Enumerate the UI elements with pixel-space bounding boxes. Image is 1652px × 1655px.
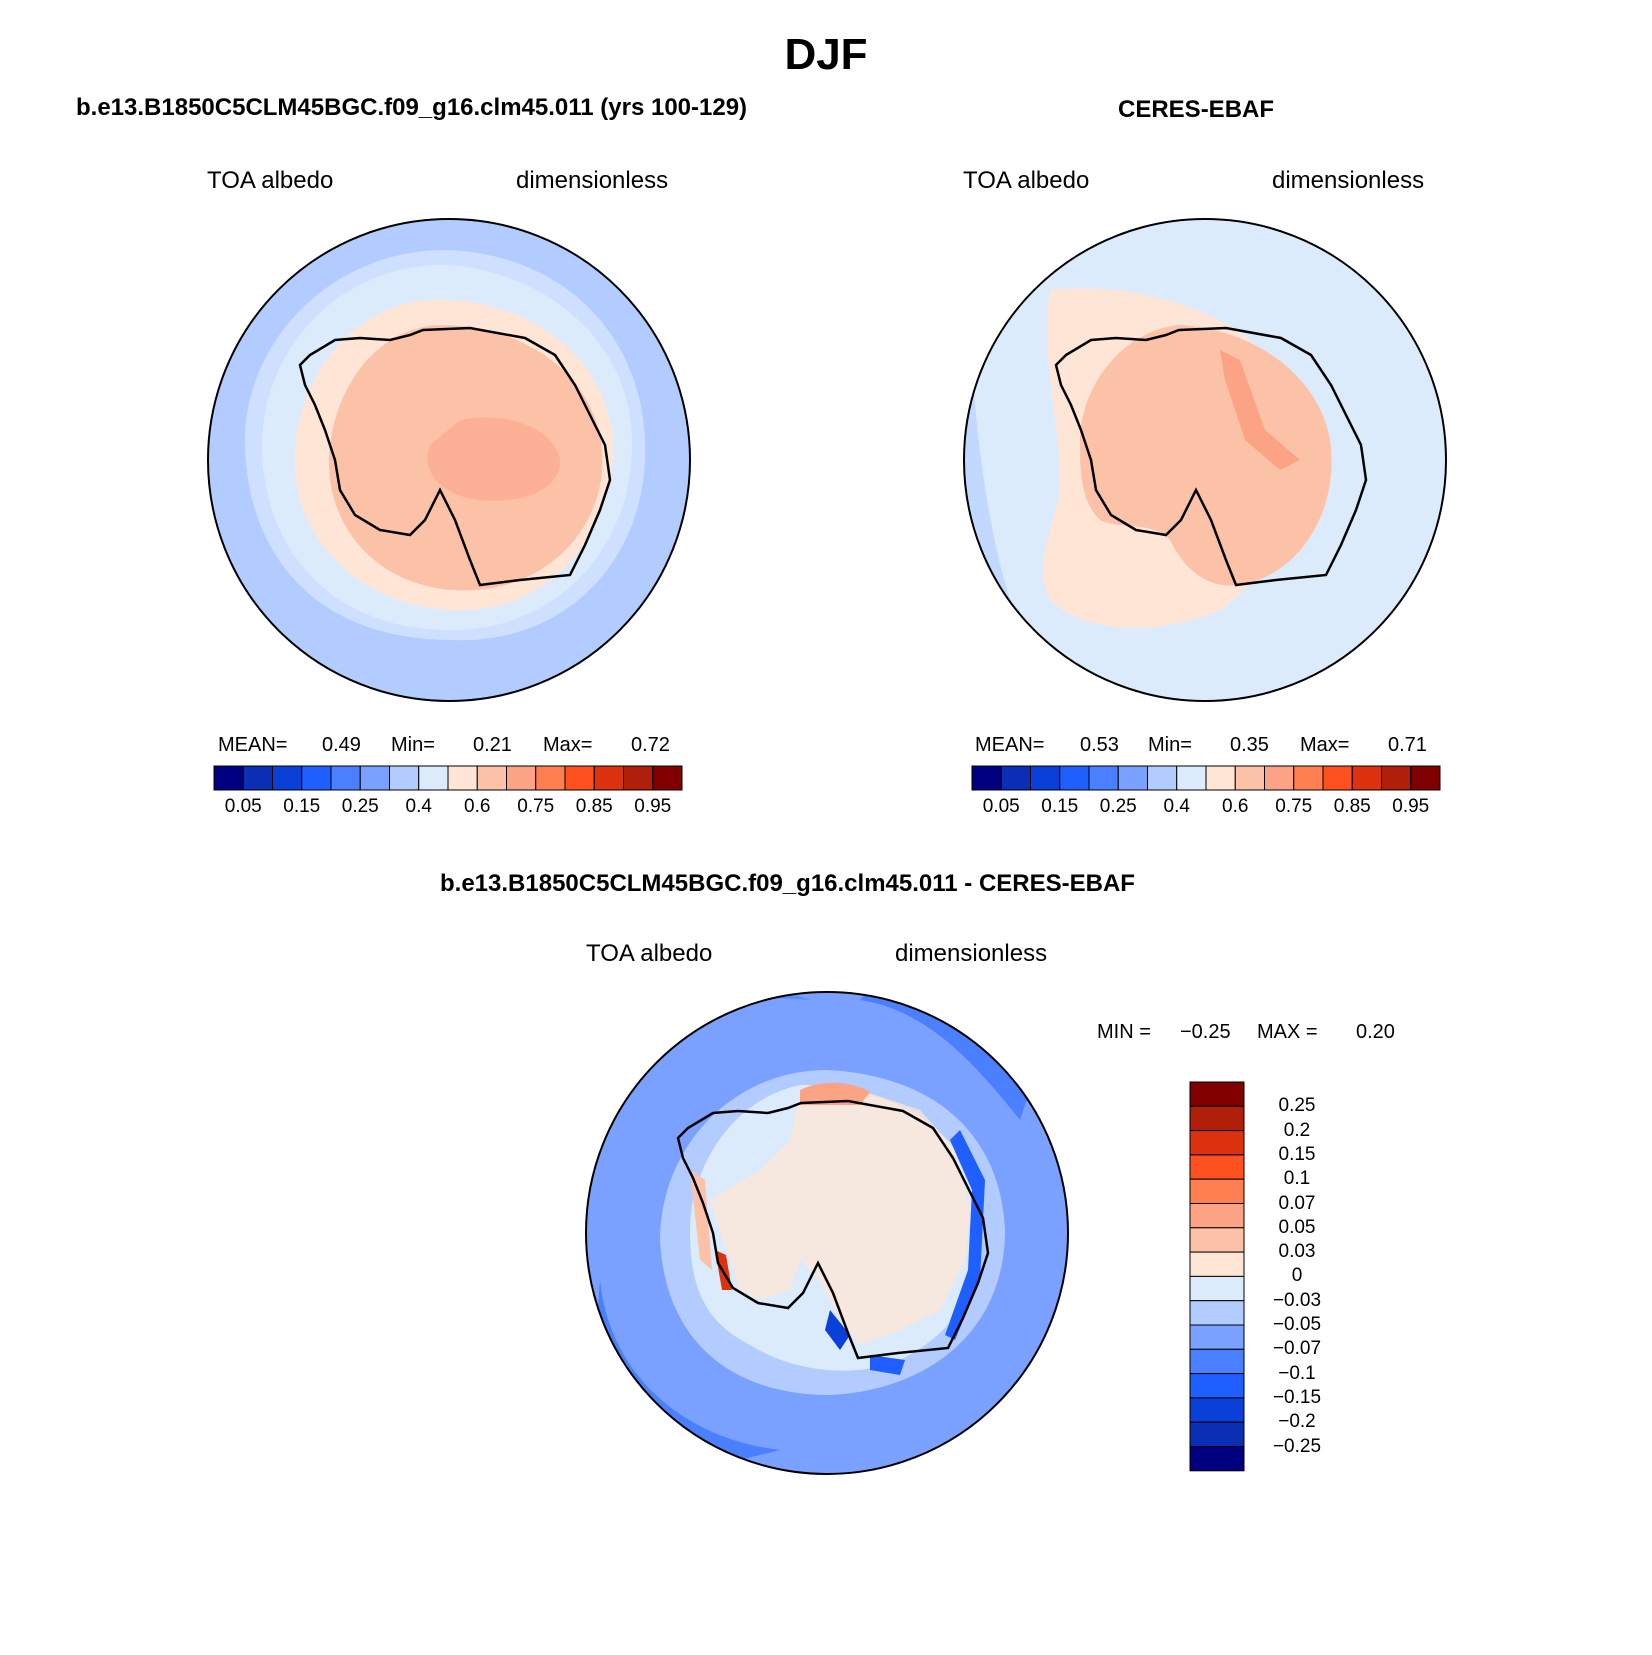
panel1-colorbar-box <box>272 765 303 791</box>
panel1-colorbar-box <box>535 765 566 791</box>
panel2-mean-value: 0.53 <box>1080 734 1119 756</box>
panel1-colorbar-tick-label: 0.6 <box>464 796 491 817</box>
panel2-colorbar-tick-label: 0.25 <box>1099 796 1137 817</box>
panel1-colorbar-box <box>506 765 537 791</box>
panel3-colorbar-box <box>1189 1397 1245 1423</box>
panel3-colorbar-tick-label: 0.2 <box>1283 1119 1311 1141</box>
panel1-colorbar-tick-label: 0.4 <box>405 796 432 817</box>
panel3-colorbar-box <box>1189 1251 1245 1277</box>
panel1-colorbar-tick-label: 0.75 <box>517 796 555 817</box>
panel3-colorbar-box <box>1189 1081 1245 1107</box>
panel3-colorbar-box <box>1189 1130 1245 1156</box>
panel1-title: b.e13.B1850C5CLM45BGC.f09_g16.clm45.011 … <box>76 94 748 121</box>
panel3-colorbar-box <box>1189 1421 1245 1447</box>
panel2-min-label: Min= <box>1148 734 1192 756</box>
panel1-max-value: 0.72 <box>631 734 670 756</box>
panel3-colorbar-tick-label: 0.03 <box>1278 1241 1316 1263</box>
panel3-colorbar-tick-label: −0.03 <box>1272 1289 1322 1311</box>
panel3-colorbar-box <box>1189 1178 1245 1204</box>
panel2-colorbar-box <box>1381 765 1412 791</box>
panel3-colorbar-tick-label: 0.1 <box>1283 1168 1311 1190</box>
panel3-colorbar-box <box>1189 1105 1245 1132</box>
panel3-colorbar-tick-label: −0.1 <box>1278 1362 1316 1384</box>
panel2-max-value: 0.71 <box>1388 734 1427 756</box>
panel2-colorbar-box <box>1000 765 1031 791</box>
panel1-colorbar-tick-label: 0.95 <box>634 796 672 817</box>
panel2-colorbar-box <box>1351 765 1382 791</box>
panel3-colorbar-box <box>1189 1275 1245 1302</box>
panel3-min-label: MIN = <box>1097 1021 1151 1043</box>
panel1-colorbar-box <box>593 765 624 791</box>
panel1-colorbar-tick-label: 0.05 <box>224 796 262 817</box>
panel3-colorbar-box <box>1189 1300 1245 1326</box>
panel3-colorbar-tick-label: 0.15 <box>1278 1143 1316 1165</box>
panel3-colorbar-box <box>1189 1227 1245 1253</box>
panel1-colorbar-box <box>623 765 654 791</box>
panel1-var-label: TOA albedo <box>207 167 334 194</box>
panel3-min-value: −0.25 <box>1180 1021 1231 1043</box>
panel3-var-label: TOA albedo <box>586 940 713 967</box>
panel1-colorbar-tick-label: 0.85 <box>575 796 613 817</box>
panel2-colorbar-tick-label: 0.95 <box>1392 796 1430 817</box>
panel1-colorbar-tick-label: 0.25 <box>341 796 379 817</box>
panel3-colorbar-tick-label: −0.2 <box>1278 1411 1316 1433</box>
panel2-colorbar-tick-label: 0.75 <box>1275 796 1313 817</box>
panel1-colorbar-box <box>330 765 361 791</box>
panel3-max-value: 0.20 <box>1356 1021 1395 1043</box>
panel3-max-label: MAX = <box>1257 1021 1318 1043</box>
panel2-colorbar-box <box>1176 765 1207 791</box>
panel3-colorbar-tick-label: 0.07 <box>1278 1192 1316 1214</box>
panel2-colorbar-tick-label: 0.4 <box>1163 796 1190 817</box>
panel1-colorbar-box <box>652 765 683 791</box>
panel3-colorbar-box <box>1189 1324 1245 1350</box>
panel3-colorbar-tick-label: 0.05 <box>1278 1216 1316 1238</box>
panel2-colorbar-box <box>1322 765 1353 791</box>
panel2-mean-label: MEAN= <box>975 734 1045 756</box>
panel3-colorbar-box <box>1189 1373 1245 1399</box>
panel2-units-label: dimensionless <box>1272 167 1425 194</box>
panel2-colorbar-tick-label: 0.15 <box>1041 796 1079 817</box>
panel2-colorbar-box <box>1147 765 1178 791</box>
panel2-colorbar-tick-label: 0.6 <box>1222 796 1249 817</box>
panel3-colorbar-box <box>1189 1446 1245 1472</box>
panel1-mean-label: MEAN= <box>218 734 288 756</box>
panel1-mean-value: 0.49 <box>322 734 361 756</box>
panel2-colorbar-box <box>1117 765 1148 791</box>
panel2-colorbar-box <box>1205 765 1236 791</box>
panel2-title: CERES-EBAF <box>1118 96 1275 123</box>
panel3-colorbar-tick-label: 0 <box>1291 1265 1303 1287</box>
figure-title: DJF <box>784 30 868 79</box>
panel2-colorbar-box <box>1410 765 1441 791</box>
panel1-min-value: 0.21 <box>473 734 512 756</box>
panel2-colorbar-tick-label: 0.05 <box>982 796 1020 817</box>
panel2-colorbar-tick-label: 0.85 <box>1333 796 1371 817</box>
panel1-colorbar-box <box>301 765 332 791</box>
panel3-colorbar-box <box>1189 1348 1245 1375</box>
panel3-units-label: dimensionless <box>895 940 1048 967</box>
panel3-colorbar-box <box>1189 1203 1245 1229</box>
panel3-title: b.e13.B1850C5CLM45BGC.f09_g16.clm45.011 … <box>440 870 1135 897</box>
panel3-colorbar-tick-label: −0.05 <box>1272 1314 1322 1335</box>
panel1-colorbar-tick-label: 0.15 <box>283 796 321 817</box>
panel2-min-value: 0.35 <box>1230 734 1269 756</box>
panel1-colorbar-box <box>359 765 390 791</box>
panel1-units-label: dimensionless <box>516 167 669 194</box>
panel2-colorbar-box <box>1264 765 1295 791</box>
panel3-colorbar-tick-label: −0.25 <box>1272 1435 1322 1457</box>
panel3-colorbar-tick-label: −0.15 <box>1272 1386 1322 1408</box>
panel2-var-label: TOA albedo <box>963 167 1090 194</box>
panel3-colorbar-box <box>1189 1154 1245 1180</box>
panel2-max-label: Max= <box>1300 734 1350 756</box>
panel1-min-label: Min= <box>391 734 435 756</box>
panel1-max-label: Max= <box>543 734 593 756</box>
panel3-colorbar-tick-label: −0.07 <box>1272 1338 1322 1360</box>
panel2-colorbar-box <box>1234 765 1265 791</box>
panel3-colorbar-tick-label: 0.25 <box>1278 1095 1316 1117</box>
